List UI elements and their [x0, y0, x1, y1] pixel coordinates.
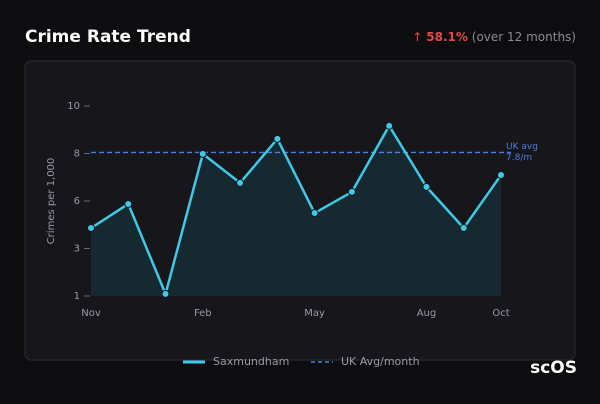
- point: [347, 187, 356, 196]
- x-tick-label: Oct: [492, 308, 509, 319]
- point: [459, 224, 468, 233]
- y-tick-label: 1: [74, 291, 80, 302]
- x-tick-label: Aug: [417, 308, 437, 319]
- point: [497, 171, 505, 180]
- change-arrow: ↑: [412, 30, 422, 44]
- change-summary: ↑ 58.1% (over 12 months): [412, 30, 576, 44]
- x-tick-label: Nov: [81, 308, 101, 319]
- line: [90, 124, 503, 296]
- brand-logo: scOS: [530, 358, 577, 378]
- y-axis-label: Crimes per 1,000: [46, 158, 57, 245]
- x-tick-label: Feb: [194, 308, 212, 319]
- point: [310, 209, 319, 218]
- point: [161, 289, 170, 298]
- y-tick-label: 3: [74, 244, 80, 255]
- legend-label: UK Avg/month: [341, 355, 420, 368]
- y-tick-label: 6: [74, 196, 80, 207]
- reference-label: 7.8/m: [506, 153, 532, 163]
- point: [236, 178, 245, 187]
- legend-label: Saxmundham: [213, 355, 289, 368]
- chart-title: Crime Rate Trend: [25, 27, 191, 47]
- point: [124, 199, 133, 208]
- change-note: (over 12 months): [472, 30, 576, 44]
- reference-label: UK avg: [506, 142, 538, 152]
- y-tick-label: 10: [67, 101, 80, 112]
- point: [422, 182, 431, 191]
- x-tick-label: May: [304, 308, 325, 319]
- point: [385, 121, 394, 130]
- area: [91, 125, 501, 296]
- y-tick-label: 8: [74, 149, 80, 160]
- point: [87, 224, 95, 233]
- point: [273, 134, 282, 143]
- change-value: 58.1%: [426, 30, 468, 44]
- point: [198, 149, 207, 158]
